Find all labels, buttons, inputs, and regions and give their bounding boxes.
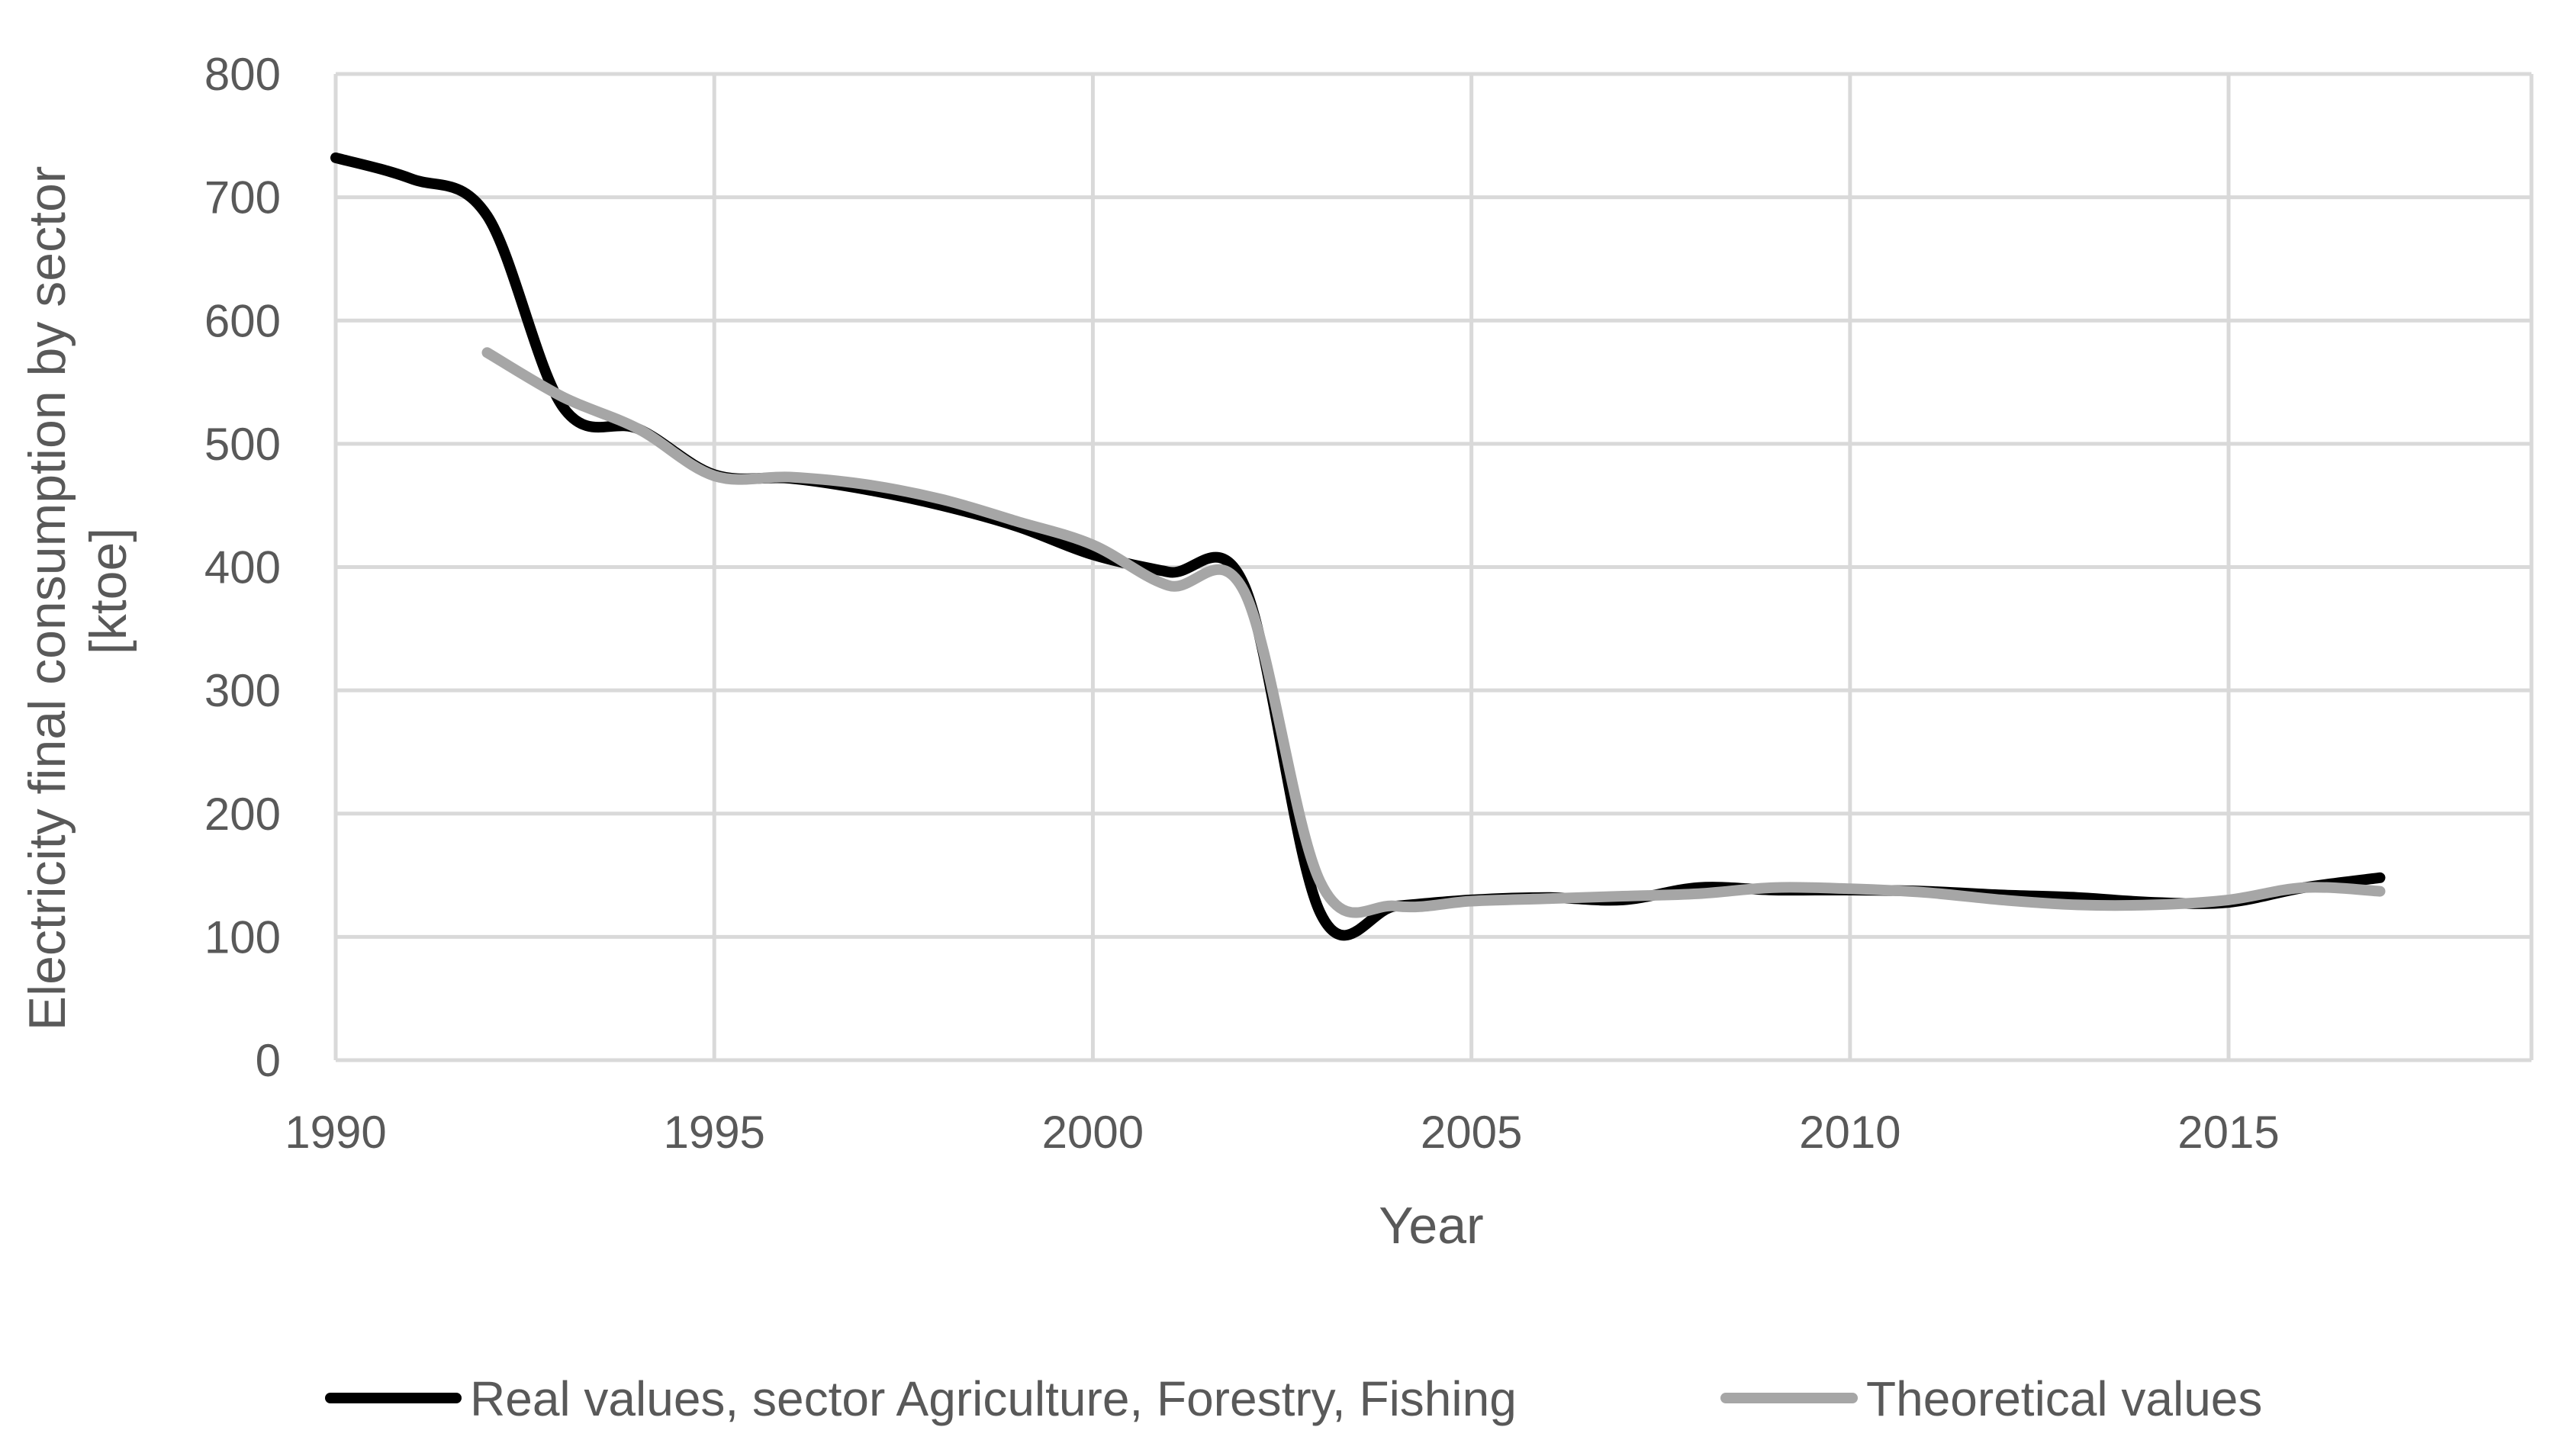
- x-tick-label: 1990: [285, 1107, 386, 1158]
- y-axis-title-line-2: [ktoe]: [79, 528, 137, 654]
- x-axis-tick-labels: 1990 1995 2000 2005 2010 2015: [285, 1107, 2280, 1158]
- series-line-real-values: [330, 152, 2386, 941]
- y-tick-label: 500: [204, 419, 281, 470]
- y-tick-label: 700: [204, 172, 281, 223]
- y-tick-label: 300: [204, 665, 281, 716]
- y-axis-title-line-1: Electricity final consumption by sector: [18, 166, 76, 1031]
- horizontal-gridlines: [336, 72, 2531, 1062]
- y-tick-label: 0: [256, 1035, 281, 1086]
- series-line-theoretical-values: [481, 347, 2386, 918]
- y-tick-label: 100: [204, 911, 281, 963]
- x-tick-label: 2010: [1799, 1107, 1900, 1158]
- x-tick-label: 2015: [2177, 1107, 2279, 1158]
- legend-label-real-values: Real values, sector Agriculture, Forestr…: [470, 1371, 1517, 1426]
- y-tick-label: 800: [204, 49, 281, 100]
- x-tick-label: 1995: [663, 1107, 764, 1158]
- x-axis-title: Year: [1379, 1197, 1483, 1255]
- y-tick-label: 200: [204, 789, 281, 840]
- y-tick-label: 400: [204, 542, 281, 593]
- x-tick-label: 2005: [1421, 1107, 1522, 1158]
- y-tick-label: 600: [204, 295, 281, 346]
- y-axis-tick-labels: 0 100 200 300 400 500 600 700 800: [204, 49, 281, 1086]
- legend: Real values, sector Agriculture, Forestr…: [325, 1371, 2262, 1426]
- x-tick-label: 2000: [1042, 1107, 1144, 1158]
- y-axis-title: Electricity final consumption by sector …: [18, 152, 137, 1031]
- series-lines: [330, 152, 2386, 941]
- legend-label-theoretical-values: Theoretical values: [1866, 1371, 2262, 1426]
